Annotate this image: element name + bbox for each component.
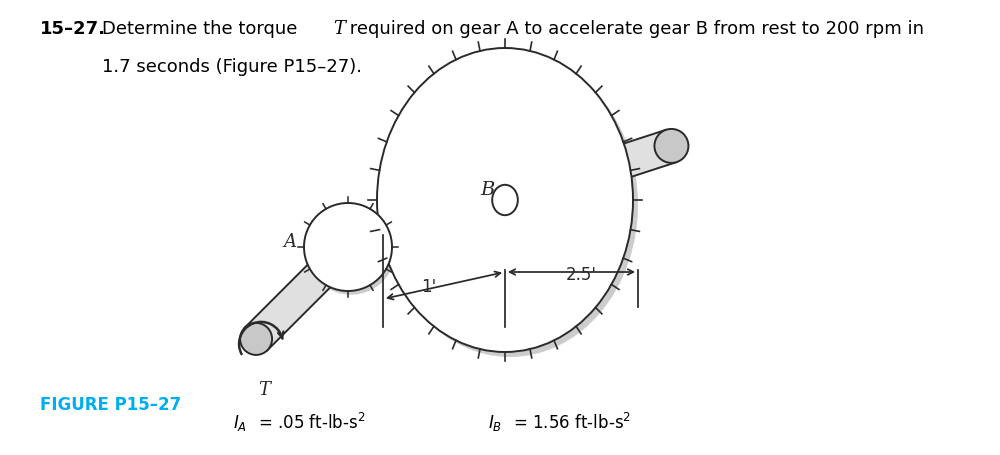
- Polygon shape: [500, 130, 677, 216]
- Text: B: B: [480, 181, 494, 199]
- Text: 1.7 seconds (Figure P15–27).: 1.7 seconds (Figure P15–27).: [102, 58, 362, 76]
- Text: T: T: [333, 20, 345, 39]
- Text: T: T: [258, 381, 270, 399]
- Text: 1': 1': [421, 278, 437, 295]
- Text: $\mathit{I}_B$: $\mathit{I}_B$: [488, 413, 502, 433]
- Ellipse shape: [377, 48, 633, 352]
- Text: Determine the torque: Determine the torque: [102, 20, 303, 39]
- Circle shape: [654, 129, 688, 163]
- Text: 15–27.: 15–27.: [40, 20, 106, 39]
- Circle shape: [304, 203, 392, 291]
- Text: A: A: [284, 233, 296, 251]
- Circle shape: [307, 206, 395, 294]
- Text: FIGURE P15–27: FIGURE P15–27: [40, 396, 181, 414]
- Ellipse shape: [382, 53, 638, 357]
- Polygon shape: [245, 236, 359, 350]
- Text: $\mathit{I}_A$: $\mathit{I}_A$: [233, 413, 247, 433]
- Text: 2.5': 2.5': [566, 266, 597, 284]
- Text: required on gear A to accelerate gear B from rest to 200 rpm in: required on gear A to accelerate gear B …: [344, 20, 924, 39]
- Text: = .05 ft-lb-s$^2$: = .05 ft-lb-s$^2$: [258, 413, 366, 433]
- Text: = 1.56 ft-lb-s$^2$: = 1.56 ft-lb-s$^2$: [513, 413, 631, 433]
- Ellipse shape: [492, 185, 518, 215]
- Circle shape: [240, 323, 272, 355]
